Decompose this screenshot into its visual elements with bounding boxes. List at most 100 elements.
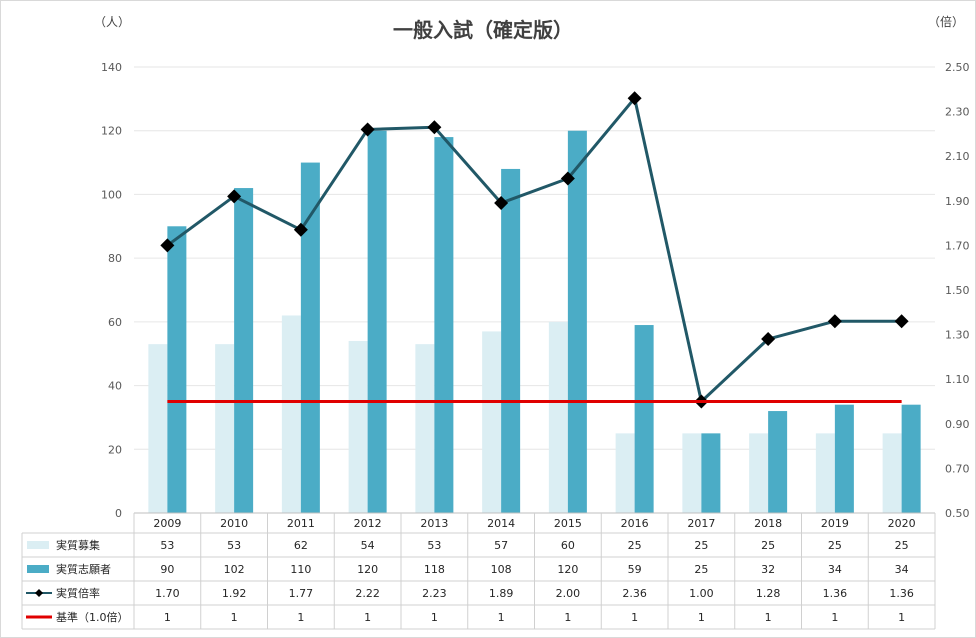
- bar: [567, 130, 587, 513]
- bar: [148, 344, 168, 513]
- data-label: 120: [357, 563, 378, 576]
- bar: [682, 433, 702, 513]
- y-tick-label: 120: [101, 125, 122, 138]
- data-label: 2.36: [622, 587, 647, 600]
- data-label: 25: [761, 539, 775, 552]
- bar: [482, 331, 502, 513]
- data-label: 1.28: [756, 587, 781, 600]
- bar: [501, 168, 521, 513]
- data-label: 102: [224, 563, 245, 576]
- bar: [749, 433, 769, 513]
- legend-key: [27, 541, 49, 549]
- line-marker: [627, 91, 642, 106]
- line-marker: [894, 314, 909, 329]
- y2-tick-label: 2.30: [945, 106, 970, 119]
- x-tick-label: 2009: [153, 517, 181, 530]
- y2-tick-label: 1.30: [945, 329, 970, 342]
- data-label: 1: [231, 611, 238, 624]
- x-tick-label: 2015: [554, 517, 582, 530]
- data-label: 110: [290, 563, 311, 576]
- x-tick-label: 2012: [354, 517, 382, 530]
- line-marker: [427, 120, 442, 135]
- data-label: 25: [895, 539, 909, 552]
- data-label: 59: [628, 563, 642, 576]
- lines: [160, 91, 909, 409]
- data-label: 1: [898, 611, 905, 624]
- bar: [348, 340, 368, 513]
- data-label: 1: [831, 611, 838, 624]
- data-label: 32: [761, 563, 775, 576]
- data-label: 2.00: [556, 587, 581, 600]
- data-label: 1: [631, 611, 638, 624]
- bar: [434, 137, 454, 514]
- data-label: 53: [160, 539, 174, 552]
- x-tick-label: 2013: [420, 517, 448, 530]
- data-label: 53: [227, 539, 241, 552]
- left-axis-unit: （人）: [94, 15, 130, 29]
- x-tick-label: 2011: [287, 517, 315, 530]
- data-label: 1: [164, 611, 171, 624]
- data-label: 1.36: [889, 587, 914, 600]
- y-tick-label: 40: [108, 380, 122, 393]
- bar: [901, 404, 921, 513]
- data-label: 1: [498, 611, 505, 624]
- line-marker: [761, 332, 776, 347]
- bar: [701, 433, 721, 513]
- data-label: 54: [361, 539, 375, 552]
- bar: [882, 433, 902, 513]
- legend-key: [27, 565, 49, 573]
- y-tick-label: 20: [108, 443, 122, 456]
- line-marker: [560, 171, 575, 186]
- data-label: 118: [424, 563, 445, 576]
- line-marker: [160, 238, 175, 253]
- y-tick-label: 140: [101, 61, 122, 74]
- data-label: 1.00: [689, 587, 714, 600]
- data-label: 62: [294, 539, 308, 552]
- data-label: 25: [628, 539, 642, 552]
- legend-label: 実質倍率: [56, 586, 100, 600]
- data-label: 1.92: [222, 587, 247, 600]
- data-label: 1: [698, 611, 705, 624]
- bar: [815, 433, 835, 513]
- x-tick-label: 2020: [888, 517, 916, 530]
- y2-tick-label: 1.70: [945, 239, 970, 252]
- data-table: 2009 2010 2011 2012 2013 2014 2015 2016 2017 2018…: [21, 512, 936, 630]
- y-tick-label: 80: [108, 252, 122, 265]
- data-label: 34: [828, 563, 842, 576]
- y-tick-label: 0: [115, 507, 122, 520]
- legend-key-marker: [35, 589, 43, 597]
- x-tick-label: 2016: [621, 517, 649, 530]
- data-label: 1: [297, 611, 304, 624]
- bar: [634, 325, 654, 513]
- x-tick-label: 2018: [754, 517, 782, 530]
- bar: [234, 188, 254, 514]
- data-label: 1: [364, 611, 371, 624]
- legend-label: 実質志願者: [56, 562, 111, 576]
- x-tick-label: 2014: [487, 517, 515, 530]
- data-label: 1: [564, 611, 571, 624]
- data-label: 57: [494, 539, 508, 552]
- data-label: 1: [431, 611, 438, 624]
- bar: [834, 404, 854, 513]
- y2-tick-label: 1.90: [945, 195, 970, 208]
- x-tick-label: 2019: [821, 517, 849, 530]
- data-label: 1.77: [289, 587, 314, 600]
- data-label: 34: [895, 563, 909, 576]
- data-label: 25: [694, 539, 708, 552]
- y2-tick-label: 2.50: [945, 61, 970, 74]
- data-label: 60: [561, 539, 575, 552]
- data-label: 2.22: [355, 587, 380, 600]
- y2-tick-label: 0.50: [945, 507, 970, 520]
- bar: [281, 315, 301, 513]
- data-label: 2.23: [422, 587, 447, 600]
- legend-label: 基準（1.0倍）: [56, 610, 129, 624]
- bar: [415, 344, 435, 513]
- bar: [367, 130, 387, 513]
- chart-title: 一般入試（確定版）: [393, 18, 573, 42]
- y2-tick-label: 0.70: [945, 462, 970, 475]
- data-label: 25: [828, 539, 842, 552]
- line-marker: [227, 189, 242, 204]
- y2-tick-label: 1.10: [945, 373, 970, 386]
- y-tick-label: 60: [108, 316, 122, 329]
